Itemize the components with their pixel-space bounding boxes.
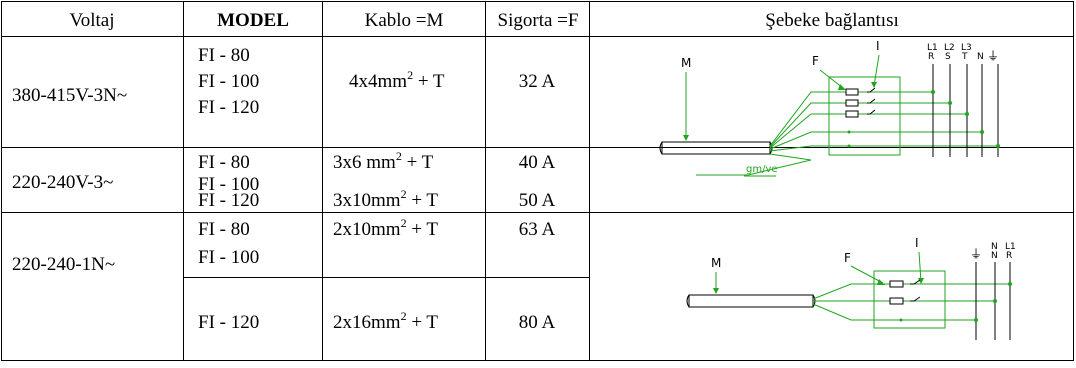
header-fuse: Sigorta =F <box>498 10 579 31</box>
row1-cable: 4x4mm2 + T <box>349 68 445 92</box>
terminal-l2-label: L2 <box>944 43 955 53</box>
ground-icon: ⏚ <box>987 49 999 63</box>
row2-cable-b: 3x10mm2 + T <box>333 187 438 211</box>
row3-model-1: FI - 80 <box>198 219 250 240</box>
row3-model-2: FI - 100 <box>198 247 259 268</box>
label-m: M <box>711 256 721 270</box>
row2-model-3: FI - 120 <box>198 190 259 211</box>
row3-voltage: 220-240-1N~ <box>12 254 115 275</box>
ground-icon: ⏚ <box>970 247 982 261</box>
wire-color-label: gm/ve <box>746 164 778 175</box>
row3-fuse-b: 80 A <box>519 312 556 333</box>
header-cable: Kablo =M <box>365 10 444 31</box>
switch-box <box>873 270 946 329</box>
row3-fuse-a: 63 A <box>519 219 556 240</box>
three-phase-wiring-diagram: M F I L1 R L2 S L3 T N ⏚ <box>659 39 1000 177</box>
label-i: I <box>876 39 880 53</box>
terminal-l1-label: L1 <box>927 43 938 53</box>
header-voltage: Voltaj <box>69 10 114 31</box>
terminal-lines <box>932 64 999 157</box>
terminal-n-top-label: N <box>991 242 998 252</box>
row1-voltage: 380-415V-3N~ <box>12 85 127 106</box>
row2-fuse-a: 40 A <box>519 152 556 173</box>
phase-wires <box>812 283 1010 321</box>
single-phase-wiring-diagram: M F I ⏚ N N L1 R <box>686 236 1016 340</box>
row1-model-1: FI - 80 <box>198 45 250 66</box>
row2-cable-a: 3x6 mm2 + T <box>333 149 434 173</box>
cable-end-left <box>659 141 663 155</box>
fuses <box>889 280 904 305</box>
terminal-s-label: S <box>945 52 951 62</box>
row1-model-3: FI - 120 <box>198 97 259 118</box>
table-grid <box>1 1 1074 361</box>
terminal-t-label: T <box>961 52 968 62</box>
row2-model-1: FI - 80 <box>198 152 250 173</box>
label-i: I <box>915 236 919 250</box>
row1-fuse: 32 A <box>519 71 556 92</box>
terminal-l1-label: L1 <box>1005 242 1016 252</box>
terminal-l3-label: L3 <box>961 43 972 53</box>
label-f: F <box>812 54 819 68</box>
row2-model-2: FI - 100 <box>198 174 259 195</box>
terminal-n-label: N <box>977 52 984 62</box>
switch-box <box>828 76 901 156</box>
row3-cable-b: 2x16mm2 + T <box>333 309 438 333</box>
row3-model-3: FI - 120 <box>198 312 259 333</box>
terminal-dots <box>899 282 1012 322</box>
header-model: MODEL <box>217 10 289 31</box>
row2-voltage: 220-240V-3~ <box>12 172 113 193</box>
terminal-r-label: R <box>1006 251 1012 261</box>
fuses <box>845 88 859 118</box>
cable-body <box>688 294 814 308</box>
row1-model-2: FI - 100 <box>198 71 259 92</box>
label-m: M <box>681 56 691 70</box>
switches <box>867 87 876 115</box>
row2-fuse-b: 50 A <box>519 190 556 211</box>
terminal-n-bottom-label: N <box>991 251 998 261</box>
header-connection: Şebeke bağlantısı <box>765 10 899 31</box>
terminal-dots <box>847 90 1000 148</box>
label-f: F <box>844 251 851 265</box>
row3-cable-a: 2x10mm2 + T <box>333 216 438 240</box>
terminal-r-label: R <box>928 52 934 62</box>
switches <box>910 279 921 302</box>
phase-wires <box>696 91 998 176</box>
